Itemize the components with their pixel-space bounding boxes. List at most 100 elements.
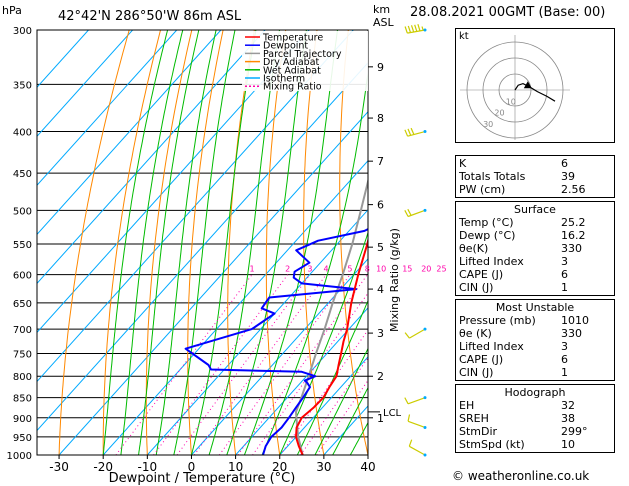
surface-title: Surface [514, 203, 556, 216]
km-tick-label: 9 [377, 61, 384, 74]
temperature-tick-label: 10 [228, 460, 243, 474]
mixing-ratio-label: 3 [307, 265, 312, 274]
wet-adiabat [243, 30, 339, 455]
wind-barb-dot [423, 208, 427, 212]
copyright-text[interactable]: © weatheronline.co.uk [452, 469, 590, 483]
km-tick-label: 6 [377, 199, 384, 212]
x-axis-label: Dewpoint / Temperature (°C) [109, 471, 296, 486]
station-location: 42°42'N 286°50'W 86m ASL [58, 9, 242, 24]
mixing-ratio-label: 2 [285, 265, 290, 274]
isotherm-line [37, 30, 354, 383]
wind-barb-feather [417, 24, 421, 32]
hodograph-trace [514, 81, 556, 102]
datetime-header: 28.08.2021 00GMT (Base: 00) [410, 5, 606, 20]
hodograph-row: StmDir 299° [459, 425, 588, 438]
mixing-ratio-label: 5 [347, 265, 352, 274]
wind-barb-feather [407, 208, 412, 216]
wind-barb-feather [408, 439, 413, 447]
pressure-tick-label: 800 [13, 372, 32, 383]
mixing-ratio-label: 1 [249, 265, 254, 274]
km-tick-label: 4 [377, 283, 384, 296]
legend-label: Dewpoint [263, 41, 308, 52]
dry-adiabat [187, 30, 224, 455]
wind-barb-feather [407, 414, 411, 422]
pressure-tick-label: 850 [13, 394, 32, 405]
pressure-tick-label: 550 [13, 240, 32, 251]
wind-barb-feather [404, 397, 409, 405]
pressure-tick-label: 400 [13, 128, 32, 139]
units-label: hPa [2, 4, 22, 17]
wind-barb-dot [423, 396, 427, 400]
hodograph-ring-label: 20 [494, 109, 504, 118]
wet-adiabat [314, 347, 368, 455]
km-tick-label: 8 [377, 112, 384, 125]
wet-adiabat [102, 30, 169, 455]
index-row: PW (cm) 2.56 [459, 183, 586, 196]
hodograph-unit-label: kt [459, 31, 469, 42]
dry-adiabat [441, 18, 452, 455]
dry-adiabat [409, 18, 452, 455]
most-unstable-row: θe (K) 330 [459, 327, 582, 340]
pressure-tick-label: 900 [13, 414, 32, 425]
pressure-tick-label: 950 [13, 433, 32, 444]
mixing-ratio-label: 8 [365, 265, 370, 274]
wind-barb-staff [409, 445, 426, 456]
temperature-tick-label: -30 [49, 460, 69, 474]
wind-barb-feather [414, 24, 418, 32]
wind-barb-feather [404, 332, 410, 339]
mixing-ratio-label: 4 [324, 265, 329, 274]
pressure-tick-label: 300 [13, 26, 32, 37]
km-tick-label: 3 [377, 327, 384, 340]
wet-adiabat [279, 231, 368, 455]
wind-barb-feather [404, 26, 408, 34]
km-tick-label: 5 [377, 241, 384, 254]
isotherm-line [37, 30, 178, 187]
mixing-ratio-line [237, 274, 368, 455]
dewpoint-line [184, 228, 368, 455]
pressure-tick-label: 350 [13, 80, 32, 91]
wind-barb-staff [407, 420, 426, 429]
wind-barb-feather [407, 25, 412, 33]
wind-barb-dot [423, 130, 427, 134]
wet-adiabat [367, 453, 368, 455]
isotherm-line [37, 30, 134, 138]
surface-row: Dewp (°C) 16.2 [459, 229, 586, 242]
wet-adiabat [191, 30, 257, 455]
most-unstable-row: CAPE (J) 6 [459, 353, 568, 366]
wet-adiabat [261, 68, 368, 455]
legend-label: Mixing Ratio [263, 82, 322, 93]
surface-box: Surface Temp (°C) 25.2 Dewp (°C) 16.2 θe(K… [455, 201, 615, 296]
parcel-trajectory-line [295, 177, 368, 455]
isotherm-line [279, 356, 368, 455]
plot-frame [36, 29, 369, 456]
pressure-tick-label: 750 [13, 349, 32, 360]
hodograph-row: SREH 38 [459, 412, 575, 425]
mixing-ratio-label: 25 [436, 265, 446, 274]
axes: 3003504004505005506006507007508008509009… [7, 26, 402, 474]
most-unstable-row: Pressure (mb) 1010 [459, 314, 589, 327]
mixing-ratio-line [153, 274, 289, 455]
wet-adiabat [296, 299, 368, 455]
wind-barb-dot [423, 28, 427, 32]
hodograph-frame [455, 28, 615, 143]
hodograph-ring-label: 30 [483, 120, 493, 129]
lcl-label: LCL [383, 408, 402, 419]
dry-adiabat [102, 30, 162, 455]
legend-label: Temperature [262, 33, 323, 44]
legend-label: Wet Adiabat [263, 65, 321, 76]
pressure-tick-label: 650 [13, 299, 32, 310]
mixing-ratio-label: 10 [376, 265, 386, 274]
isotherm-line [146, 209, 368, 455]
profiles [184, 177, 368, 455]
hodograph-row: StmSpd (kt) 10 [459, 438, 575, 451]
wet-adiabat [155, 30, 217, 455]
wind-barb-staff [409, 328, 426, 339]
asl-label: ASL [373, 16, 395, 29]
hodograph-title: Hodograph [504, 386, 566, 399]
pressure-tick-label: 450 [13, 169, 32, 180]
surface-row: CAPE (J) 6 [459, 268, 568, 281]
wet-adiabat [138, 30, 200, 455]
temperature-tick-label: 20 [272, 460, 287, 474]
surface-row: CIN (J) 1 [459, 281, 568, 294]
